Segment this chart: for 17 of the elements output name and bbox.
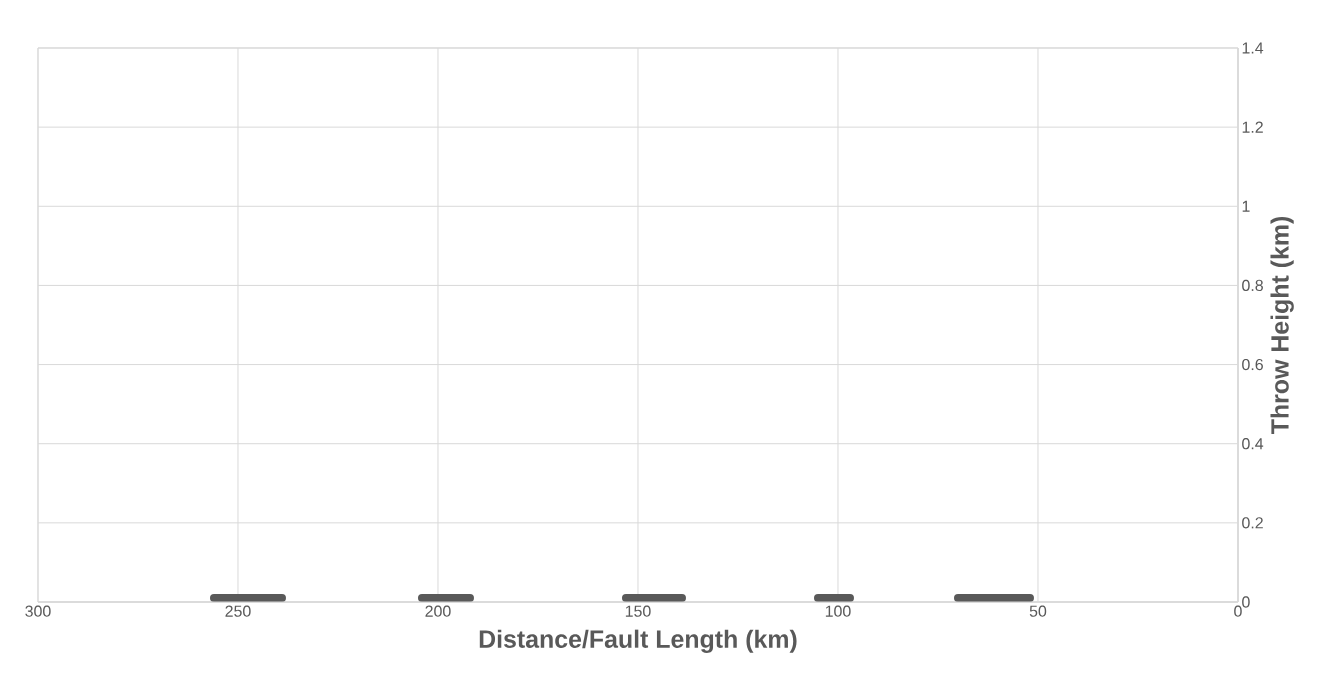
x-tick-label: 300 xyxy=(25,605,51,617)
y-tick-label: 1.2 xyxy=(1242,121,1263,133)
x-axis-title: Distance/Fault Length (km) xyxy=(479,629,797,653)
x-tick-label: 250 xyxy=(225,605,251,617)
y-tick-label: 1.4 xyxy=(1242,42,1264,54)
x-tick-label: 200 xyxy=(425,605,451,617)
y-tick-label: 0.2 xyxy=(1242,517,1263,529)
x-tick-label: 0 xyxy=(1234,605,1242,617)
y-tick-label: 0 xyxy=(1242,596,1250,608)
y-axis-title: Throw Height (km) xyxy=(1270,216,1294,435)
y-tick-label: 1 xyxy=(1242,200,1250,212)
y-tick-label: 0.8 xyxy=(1242,279,1263,292)
x-tick-label: 100 xyxy=(825,605,851,617)
y-tick-label: 0.4 xyxy=(1242,438,1264,450)
x-tick-label: 150 xyxy=(625,605,651,617)
x-tick-label: 50 xyxy=(1029,605,1047,617)
y-tick-label: 0.6 xyxy=(1242,358,1263,371)
